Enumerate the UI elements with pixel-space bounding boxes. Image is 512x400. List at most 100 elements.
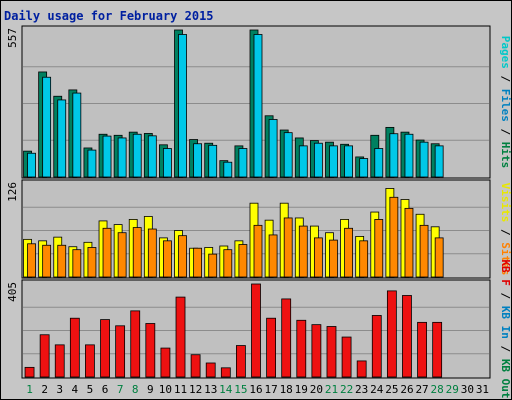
panel-hits-legend-part-0: Pages [499,36,512,69]
panel-hits-legend-part-2: Files [499,89,512,122]
bar-visits-sites-day-18 [283,217,293,278]
bar-hits-files-day-25 [389,133,399,178]
bar-kbytes-kb-f-day-9 [145,323,156,378]
bar-hits-files-day-13 [208,144,218,178]
bar-visits-sites-day-20 [313,237,323,278]
bar-hits-files-day-8 [132,133,142,178]
x-tick-label-day-31: 31 [476,383,489,396]
x-tick-label-day-25: 25 [385,383,398,396]
x-tick-label-day-7: 7 [117,383,124,396]
bar-kbytes-kb-f-day-28 [432,321,443,378]
bar-hits-files-day-15 [238,148,248,178]
bar-visits-sites-day-25 [389,196,399,278]
bar-kbytes-kb-f-day-20 [311,324,322,378]
bar-hits-files-day-5 [87,149,97,178]
x-tick-label-day-18: 18 [280,383,293,396]
bar-kbytes-kb-f-day-18 [281,298,292,378]
bar-hits-files-day-9 [147,135,157,178]
bar-kbytes-kb-f-day-22 [341,336,352,378]
bar-kbytes-kb-f-day-15 [236,345,246,378]
bar-kbytes-kb-f-day-26 [402,295,412,378]
x-tick-label-day-28: 28 [431,383,444,396]
panel-kbytes-ymax-label: 405 [6,282,19,302]
panel-visits-legend-part-1: / [499,222,512,242]
panel-hits-legend-part-3: / [499,122,512,142]
x-tick-label-day-21: 21 [325,383,338,396]
bar-visits-sites-day-11 [178,235,187,278]
x-tick-label-day-6: 6 [102,383,109,396]
bar-visits-sites-day-16 [253,224,263,278]
x-axis-labels: 1 2 3 4 5 6 7 8 9 10 11 12 13 14 15 16 17 18 19 20 21 22 23 24 2… [26,383,489,396]
x-tick-label-day-3: 3 [56,383,63,396]
bar-kbytes-kb-f-day-19 [296,319,307,378]
x-tick-label-day-10: 10 [159,383,172,396]
bar-kbytes-kb-f-day-11 [175,296,186,378]
bar-hits-files-day-2 [42,76,52,178]
x-tick-label-day-4: 4 [72,383,79,396]
bar-kbytes-kb-f-day-1 [24,366,35,378]
bar-hits-files-day-19 [298,145,308,178]
bar-hits-files-day-1 [27,152,36,178]
bar-hits-files-day-3 [57,99,67,178]
bar-kbytes-kb-f-day-13 [205,362,216,378]
bar-hits-files-day-11 [178,34,187,178]
panel-visits-legend-part-2: Sites [499,242,512,275]
panel-visits: 126 Visits / Sites [6,179,512,279]
panel-hits-legend-part-4: Hits [499,142,512,169]
bar-hits-files-day-18 [283,132,293,178]
bar-hits-files-day-20 [313,142,323,178]
bar-visits-sites-day-26 [404,207,414,278]
bar-kbytes-kb-f-day-14 [220,367,231,378]
bar-visits-sites-day-28 [434,237,444,278]
bar-kbytes-kb-f-day-7 [115,325,126,378]
bar-visits-sites-day-8 [132,227,142,278]
x-tick-label-day-22: 22 [340,383,353,396]
bar-hits-files-day-26 [404,133,414,178]
bar-visits-sites-day-23 [359,240,369,278]
bar-kbytes-kb-f-day-3 [54,344,65,378]
x-tick-label-day-26: 26 [400,383,413,396]
panel-kbytes-legend-part-0: KB F [499,259,512,286]
panel-hits-legend: Pages / Files / Hits [499,36,512,169]
bar-hits-files-day-17 [268,119,278,178]
bar-visits-sites-day-15 [238,244,248,278]
panel-kbytes-legend-part-3: / [499,339,512,359]
panel-kbytes-legend-part-1: / [499,286,512,306]
bar-kbytes-kb-f-day-10 [160,347,171,378]
x-tick-label-day-24: 24 [370,383,384,396]
bar-kbytes-kb-f-day-4 [69,317,80,378]
bar-hits-files-day-16 [253,34,263,178]
bar-visits-sites-day-14 [223,249,233,278]
bar-visits-sites-day-5 [87,247,97,278]
x-tick-label-day-30: 30 [461,383,474,396]
bar-visits-sites-day-2 [42,244,52,278]
x-tick-label-day-23: 23 [355,383,368,396]
panel-hits-ymax-label: 557 [6,28,19,48]
bar-visits-sites-day-24 [374,219,384,278]
x-tick-label-day-13: 13 [204,383,217,396]
bar-visits-sites-day-22 [344,227,353,278]
bar-kbytes-kb-f-day-12 [190,354,201,378]
bar-hits-files-day-4 [72,92,82,178]
bar-visits-sites-day-10 [163,240,172,278]
bar-hits-files-day-22 [344,145,353,178]
bar-kbytes-kb-f-day-6 [100,319,110,378]
bar-hits-files-day-14 [223,161,233,178]
x-tick-label-day-16: 16 [249,383,262,396]
bar-kbytes-kb-f-day-27 [417,321,427,378]
bar-visits-sites-day-13 [208,253,218,278]
x-tick-label-day-19: 19 [295,383,308,396]
x-tick-label-day-14: 14 [219,383,233,396]
x-tick-label-day-15: 15 [234,383,247,396]
x-tick-label-day-17: 17 [264,383,277,396]
x-tick-label-day-20: 20 [310,383,323,396]
bar-visits-sites-day-27 [419,224,429,278]
bar-hits-files-day-28 [434,145,444,178]
x-tick-label-day-12: 12 [189,383,202,396]
bar-hits-files-day-24 [374,148,384,178]
bar-visits-sites-day-7 [117,232,127,278]
bar-visits-sites-day-17 [268,234,278,278]
x-tick-label-day-11: 11 [174,383,187,396]
panel-kbytes-legend: KB F / KB In / KB Out [499,259,512,398]
